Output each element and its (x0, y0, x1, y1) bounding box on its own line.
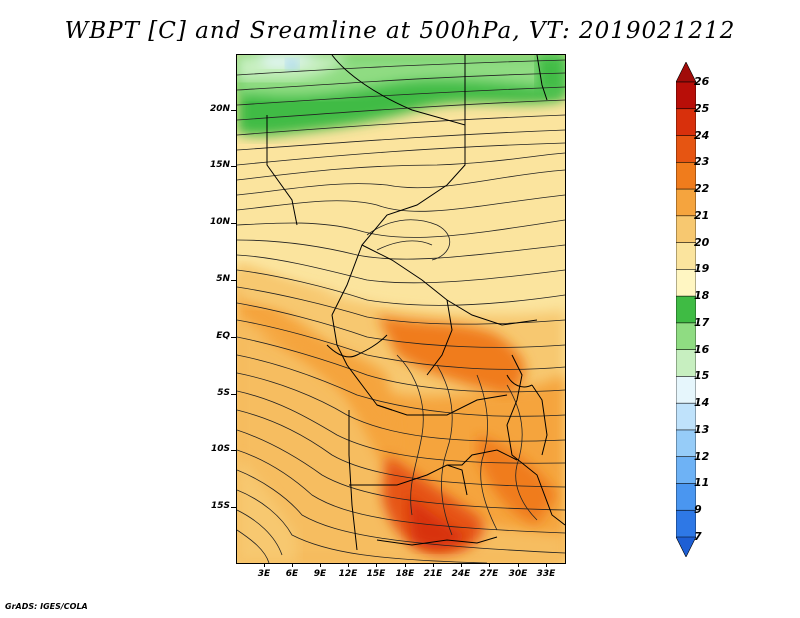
colorbar-label: 7 (694, 530, 702, 543)
colorbar-label: 9 (694, 503, 702, 517)
lon-label-15e: 15E (366, 569, 386, 579)
colorbar-label: 13 (694, 422, 710, 436)
map-canvas (237, 55, 565, 563)
colorbar-label: 24 (694, 128, 710, 142)
colorbar-segment (676, 269, 696, 297)
lat-label-5s: 5S (217, 388, 230, 398)
lon-tick (405, 563, 406, 567)
colorbar-segment (676, 215, 696, 244)
colorbar-segment (676, 483, 696, 512)
colorbar-segment (676, 161, 696, 190)
colorbar-segment (676, 349, 696, 378)
colorbar-label: 21 (694, 208, 710, 222)
colorbar-segment (676, 62, 696, 83)
lon-tick (264, 563, 265, 567)
colorbar-segment (676, 295, 696, 324)
colorbar-segment (676, 402, 696, 431)
wbpt-shading (237, 55, 565, 563)
lat-label-10n: 10N (209, 217, 230, 227)
lon-tick (376, 563, 377, 567)
colorbar-segment (676, 188, 696, 217)
lon-tick (348, 563, 349, 567)
lat-tick (231, 223, 236, 224)
lat-tick (231, 110, 236, 111)
colorbar-label: 17 (694, 315, 710, 329)
lat-tick (231, 394, 236, 395)
colorbar-label: 18 (694, 289, 710, 303)
lat-tick (231, 450, 236, 451)
lon-label-27e: 27E (479, 569, 499, 579)
country-boundaries (266, 55, 565, 551)
colorbar-label: 16 (694, 342, 710, 356)
colorbar-segment (676, 456, 696, 485)
colorbar-label: 15 (694, 369, 710, 383)
colorbar-segment (676, 242, 696, 271)
lon-tick (292, 563, 293, 567)
colorbar-segment (676, 429, 696, 458)
lon-label-6e: 6E (285, 569, 299, 579)
lon-label-24e: 24E (451, 569, 471, 579)
colorbar-segment (676, 376, 696, 404)
colorbar (676, 62, 696, 557)
colorbar-label: 14 (694, 396, 710, 410)
lat-tick (231, 280, 236, 281)
lat-tick (231, 337, 236, 338)
lon-label-30e: 30E (508, 569, 528, 579)
footer-credit: GrADS: IGES/COLA (5, 602, 88, 611)
lat-tick (231, 507, 236, 508)
lon-label-12e: 12E (338, 569, 358, 579)
lon-tick (320, 563, 321, 567)
colorbar-segment (676, 108, 696, 137)
lon-tick (433, 563, 434, 567)
lon-label-33e: 33E (536, 569, 556, 579)
lat-label-20n: 20N (209, 104, 230, 114)
colorbar-segment (676, 81, 696, 110)
colorbar-label: 26 (694, 75, 710, 88)
lon-label-21e: 21E (423, 569, 443, 579)
colorbar-label: 23 (694, 155, 710, 169)
colorbar-segment (676, 509, 696, 538)
lat-label-10s: 10S (210, 444, 230, 454)
plot-title: WBPT [C] and Sreamline at 500hPa, VT: 20… (64, 18, 736, 44)
colorbar-label: 19 (694, 262, 710, 276)
lat-label-eq: EQ (216, 331, 230, 341)
colorbar-label: 11 (694, 476, 710, 490)
lon-label-9e: 9E (313, 569, 327, 579)
lon-tick (489, 563, 490, 567)
lat-tick (231, 166, 236, 167)
wbpt-streamline-map (236, 54, 566, 564)
lon-label-18e: 18E (395, 569, 415, 579)
lon-label-3e: 3E (257, 569, 271, 579)
colorbar-segment (676, 135, 696, 164)
lat-label-15n: 15N (209, 160, 230, 170)
colorbar-label: 12 (694, 449, 710, 463)
colorbar-segment (676, 322, 696, 351)
colorbar-label: 20 (694, 235, 710, 249)
lon-tick (546, 563, 547, 567)
lon-tick (518, 563, 519, 567)
colorbar-segment (676, 536, 696, 557)
streamlines (237, 59, 565, 563)
colorbar-label: 22 (694, 182, 710, 196)
lat-label-5n: 5N (216, 274, 230, 284)
colorbar-label: 25 (694, 101, 710, 115)
lon-tick (461, 563, 462, 567)
lat-label-15s: 15S (210, 501, 230, 511)
